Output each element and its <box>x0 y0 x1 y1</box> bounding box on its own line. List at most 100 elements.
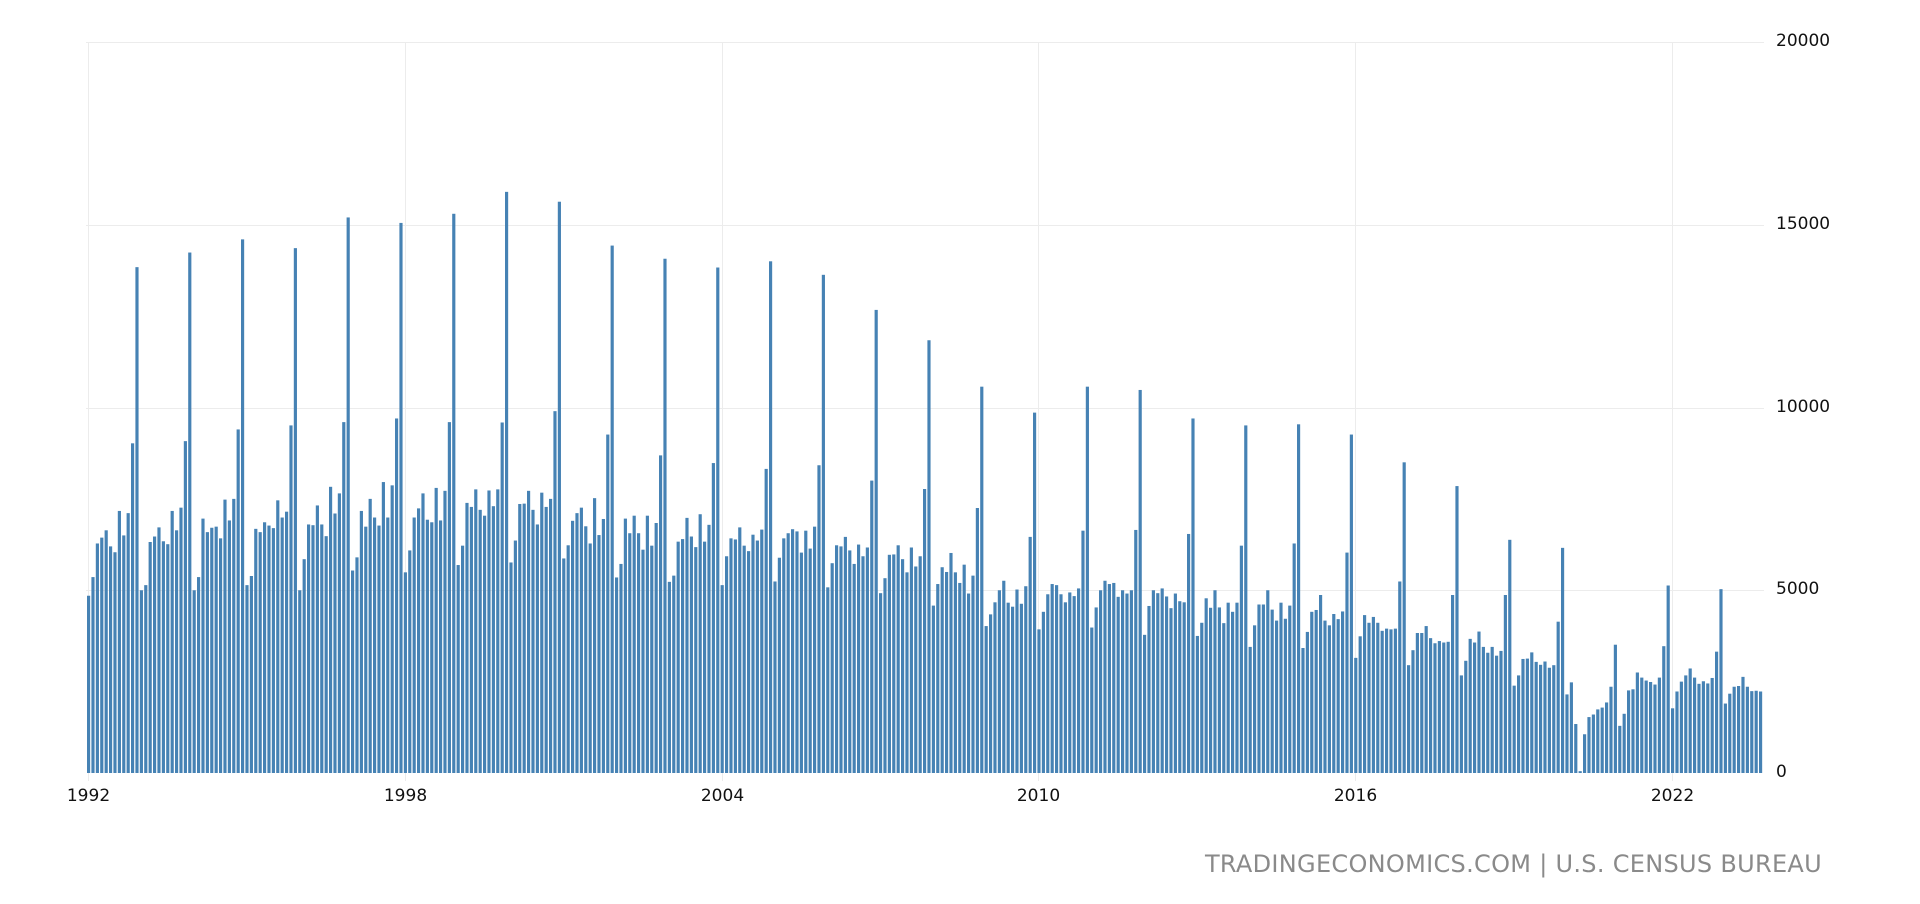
bar <box>219 538 223 773</box>
bar <box>210 527 214 773</box>
bar <box>1182 602 1186 773</box>
bar <box>755 540 759 773</box>
bar <box>1376 622 1380 773</box>
bar <box>958 582 962 773</box>
bar <box>773 581 777 773</box>
bar <box>1561 547 1565 773</box>
bar <box>1710 677 1714 773</box>
y-tick-label: 10000 <box>1776 396 1831 417</box>
bar <box>619 563 623 773</box>
bar <box>227 520 231 773</box>
bar <box>465 502 469 773</box>
bar <box>1160 588 1164 773</box>
bar <box>188 252 192 773</box>
bar <box>1565 694 1569 773</box>
bar <box>720 585 724 773</box>
bar <box>1437 641 1441 773</box>
bar <box>1028 536 1032 773</box>
bar <box>399 222 403 774</box>
bar <box>1750 691 1754 773</box>
bar <box>1305 631 1309 773</box>
bar <box>1024 586 1028 773</box>
bar <box>513 540 517 773</box>
bar <box>175 530 179 773</box>
bar <box>1275 620 1279 773</box>
bar <box>254 528 258 773</box>
bar <box>452 213 456 773</box>
bar <box>1759 691 1763 773</box>
bar <box>1481 646 1485 773</box>
bar <box>1688 668 1692 773</box>
bar <box>461 545 465 773</box>
bar <box>276 500 280 773</box>
bar <box>311 525 315 773</box>
bar <box>456 565 460 773</box>
bar <box>505 191 509 774</box>
x-tick-label: 2004 <box>700 786 745 806</box>
bar <box>760 529 764 773</box>
bar <box>1609 686 1613 773</box>
bar <box>531 509 535 773</box>
bar <box>984 626 988 773</box>
bar <box>126 513 130 773</box>
y-tick-label: 5000 <box>1776 579 1820 600</box>
bar <box>1389 629 1393 773</box>
bar <box>896 545 900 773</box>
bar <box>263 522 267 773</box>
bar <box>1046 594 1050 773</box>
bar <box>1187 533 1191 773</box>
bar <box>945 571 949 773</box>
bar <box>1191 418 1195 773</box>
bar <box>373 517 377 773</box>
bar <box>628 533 632 773</box>
bar <box>641 549 645 773</box>
bar <box>1297 424 1301 773</box>
bar <box>329 486 333 773</box>
source-attribution: TRADINGECONOMICS.COM | U.S. CENSUS BUREA… <box>1204 850 1822 878</box>
bar <box>1407 665 1411 773</box>
x-tick-label: 1998 <box>383 786 428 806</box>
bar <box>879 593 883 773</box>
bar <box>241 239 245 773</box>
bar <box>412 517 416 773</box>
bar <box>324 536 328 773</box>
bar <box>1587 717 1591 773</box>
bar <box>725 556 729 773</box>
bar <box>549 498 553 774</box>
bar <box>887 554 891 773</box>
bar <box>1477 631 1481 773</box>
bar <box>711 463 715 773</box>
bar <box>179 507 183 773</box>
bar <box>707 524 711 773</box>
x-tick-label: 2022 <box>1650 786 1695 806</box>
bar <box>1596 709 1600 773</box>
bar <box>909 547 913 773</box>
bar <box>1715 651 1719 773</box>
bar <box>144 585 148 773</box>
bar <box>799 552 803 773</box>
bar <box>395 418 399 773</box>
bar <box>571 520 575 773</box>
bar <box>1393 628 1397 773</box>
bar <box>1261 604 1265 773</box>
bar <box>1627 690 1631 773</box>
bar <box>1138 389 1142 773</box>
bar <box>1041 611 1045 773</box>
bar <box>632 515 636 773</box>
bar <box>439 520 443 773</box>
bar <box>650 545 654 773</box>
bar <box>923 489 927 773</box>
bar <box>1455 486 1459 773</box>
x-tick-label: 2016 <box>1333 786 1378 806</box>
bar <box>597 535 601 773</box>
bar <box>672 575 676 773</box>
bar <box>804 530 808 773</box>
bar <box>817 465 821 773</box>
bar <box>430 522 434 773</box>
bar <box>351 570 355 773</box>
bar <box>1385 628 1389 773</box>
bar <box>689 536 693 773</box>
x-tick-label: 2010 <box>1016 786 1061 806</box>
bar <box>971 575 975 773</box>
bar <box>161 541 165 773</box>
